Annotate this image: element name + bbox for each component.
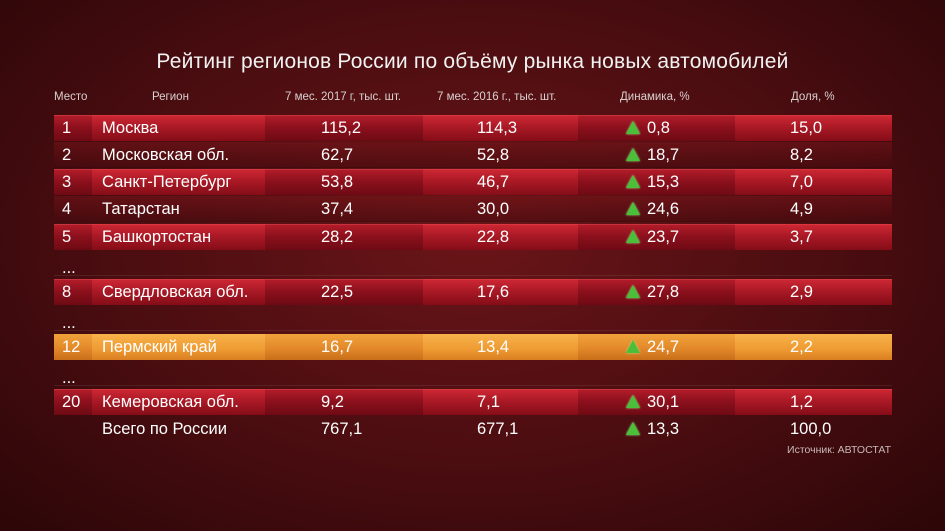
row-2016: 46,7: [477, 173, 510, 191]
row-dynamics: 18,7: [647, 146, 680, 164]
row-2017: 53,8: [321, 173, 354, 191]
row-dynamics: 0,8: [647, 119, 670, 137]
up-triangle-icon: [626, 230, 640, 243]
row-dynamics: 24,7: [647, 338, 680, 356]
row-region: Свердловская обл.: [102, 283, 249, 301]
total-row: Всего по России 767,1 677,1 13,3 100,0: [54, 416, 892, 442]
row-dynamics: 24,6: [647, 200, 680, 218]
row-share: 1,2: [790, 393, 813, 411]
total-dynamics: 13,3: [647, 420, 680, 438]
ellipsis: ...: [62, 369, 76, 387]
row-place: 2: [62, 146, 72, 164]
row-region: Москва: [102, 119, 159, 137]
ellipsis-row: ...: [54, 313, 892, 333]
row-dynamics: 30,1: [647, 393, 680, 411]
chart-title: Рейтинг регионов России по объёму рынка …: [156, 50, 789, 73]
up-triangle-icon: [626, 175, 640, 188]
up-triangle-icon: [626, 340, 640, 353]
row-2016: 13,4: [477, 338, 510, 356]
ellipsis: ...: [62, 259, 76, 277]
row-share: 2,2: [790, 338, 813, 356]
row-share: 7,0: [790, 173, 813, 191]
row-region: Пермский край: [102, 338, 217, 356]
row-2017: 37,4: [321, 200, 354, 218]
table-row-highlighted: 12 Пермский край 16,7 13,4 24,7 2,2: [54, 334, 892, 360]
row-share: 4,9: [790, 200, 813, 218]
row-2016: 30,0: [477, 200, 510, 218]
row-2017: 115,2: [321, 119, 362, 137]
row-2017: 9,2: [321, 393, 344, 411]
header-share: Доля, %: [791, 91, 835, 103]
total-2017: 767,1: [321, 420, 363, 438]
up-triangle-icon: [626, 202, 640, 215]
row-place: 5: [62, 228, 72, 246]
table-row: 20 Кемеровская обл. 9,2 7,1 30,1 1,2: [54, 389, 892, 415]
table-row: 1 Москва 115,2 114,3 0,8 15,0: [54, 115, 892, 141]
row-place: 1: [62, 119, 72, 137]
up-triangle-icon: [626, 395, 640, 408]
row-2017: 16,7: [321, 338, 354, 356]
row-region: Башкортостан: [102, 228, 212, 246]
row-2016: 22,8: [477, 228, 510, 246]
row-2017: 62,7: [321, 146, 354, 164]
row-share: 2,9: [790, 283, 813, 301]
row-place: 8: [62, 283, 72, 301]
row-2017: 28,2: [321, 228, 354, 246]
row-2016: 114,3: [477, 119, 518, 137]
table-row: 4 Татарстан 37,4 30,0 24,6 4,9: [54, 196, 892, 222]
table-row: 2 Московская обл. 62,7 52,8 18,7 8,2: [54, 142, 892, 168]
up-triangle-icon: [626, 285, 640, 298]
row-place: 4: [62, 200, 72, 218]
up-triangle-icon: [626, 148, 640, 161]
table-row: 5 Башкортостан 28,2 22,8 23,7 3,7: [54, 224, 892, 250]
ellipsis-row: ...: [54, 258, 892, 278]
row-region: Московская обл.: [102, 146, 230, 164]
table-row: 3 Санкт-Петербург 53,8 46,7 15,3 7,0: [54, 169, 892, 195]
total-label: Всего по России: [102, 420, 227, 438]
up-triangle-icon: [626, 121, 640, 134]
total-2016: 677,1: [477, 420, 519, 438]
row-2016: 7,1: [477, 393, 500, 411]
row-2017: 22,5: [321, 283, 354, 301]
row-place: 20: [62, 393, 81, 411]
row-share: 3,7: [790, 228, 813, 246]
header-dynamics: Динамика, %: [620, 91, 690, 103]
header-2016: 7 мес. 2016 г., тыс. шт.: [437, 91, 557, 103]
up-triangle-icon: [626, 422, 640, 435]
row-2016: 52,8: [477, 146, 510, 164]
header-region: Регион: [152, 91, 189, 103]
row-dynamics: 23,7: [647, 228, 680, 246]
row-region: Татарстан: [102, 200, 180, 218]
ellipsis: ...: [62, 314, 76, 332]
row-share: 15,0: [790, 119, 823, 137]
row-place: 12: [62, 338, 81, 356]
row-region: Кемеровская обл.: [102, 393, 239, 411]
table-row: 8 Свердловская обл. 22,5 17,6 27,8 2,9: [54, 279, 892, 305]
row-region: Санкт-Петербург: [102, 173, 232, 191]
row-dynamics: 15,3: [647, 173, 680, 191]
row-place: 3: [62, 173, 72, 191]
ellipsis-row: ...: [54, 368, 892, 388]
row-share: 8,2: [790, 146, 813, 164]
row-2016: 17,6: [477, 283, 510, 301]
row-dynamics: 27,8: [647, 283, 680, 301]
source-note: Источник: АВТОСТАТ: [787, 444, 891, 456]
header-2017: 7 мес. 2017 г, тыс. шт.: [285, 91, 402, 103]
total-share: 100,0: [790, 420, 832, 438]
header-place: Место: [54, 91, 88, 103]
